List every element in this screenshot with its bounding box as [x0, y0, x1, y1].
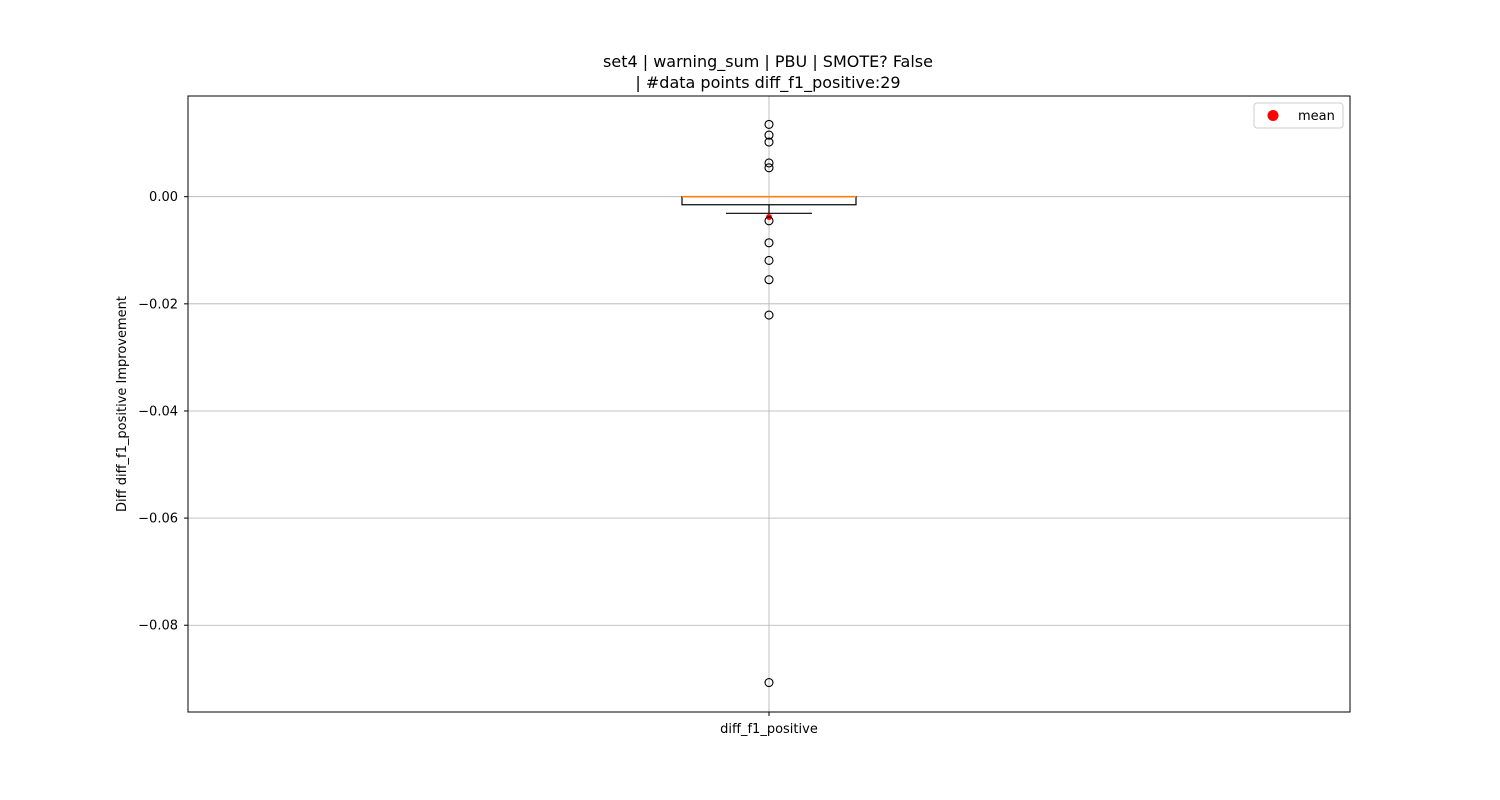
outlier-point — [764, 158, 774, 168]
y-tick-label: −0.06 — [138, 512, 178, 527]
legend: mean — [1253, 102, 1344, 129]
outlier-point — [764, 238, 774, 248]
outlier-point — [764, 216, 774, 226]
outlier-point — [764, 275, 774, 285]
axes: 0.00 −0.02 −0.04 −0.06 −0.08 diff_f1_positive — [138, 190, 818, 737]
y-tick-label: −0.02 — [138, 297, 178, 312]
y-tick-label: 0.00 — [149, 190, 178, 205]
y-axis-label: Diff diff_f1_positive Improvement — [115, 296, 130, 512]
outlier-point — [764, 130, 774, 140]
legend-box — [1253, 102, 1344, 129]
y-tick-label: −0.04 — [138, 404, 178, 419]
x-tick-label: diff_f1_positive — [720, 722, 818, 737]
y-tick-label: −0.08 — [138, 619, 178, 634]
grid-lines — [188, 96, 1350, 712]
chart-title: set4 | warning_sum | PBU | SMOTE? False … — [603, 52, 933, 93]
outlier-point — [764, 310, 774, 320]
outlier-point — [764, 677, 774, 688]
legend-label: mean — [1298, 109, 1335, 124]
outlier-point — [764, 255, 774, 265]
legend-marker — [1267, 110, 1279, 121]
outlier-point — [764, 119, 774, 129]
plot-area — [681, 119, 857, 688]
outlier-point — [764, 163, 774, 173]
chart-title-line1: set4 | warning_sum | PBU | SMOTE? False — [603, 52, 933, 72]
outlier-point — [764, 137, 774, 147]
chart-title-line2: | #data points diff_f1_positive:29 — [635, 73, 900, 93]
